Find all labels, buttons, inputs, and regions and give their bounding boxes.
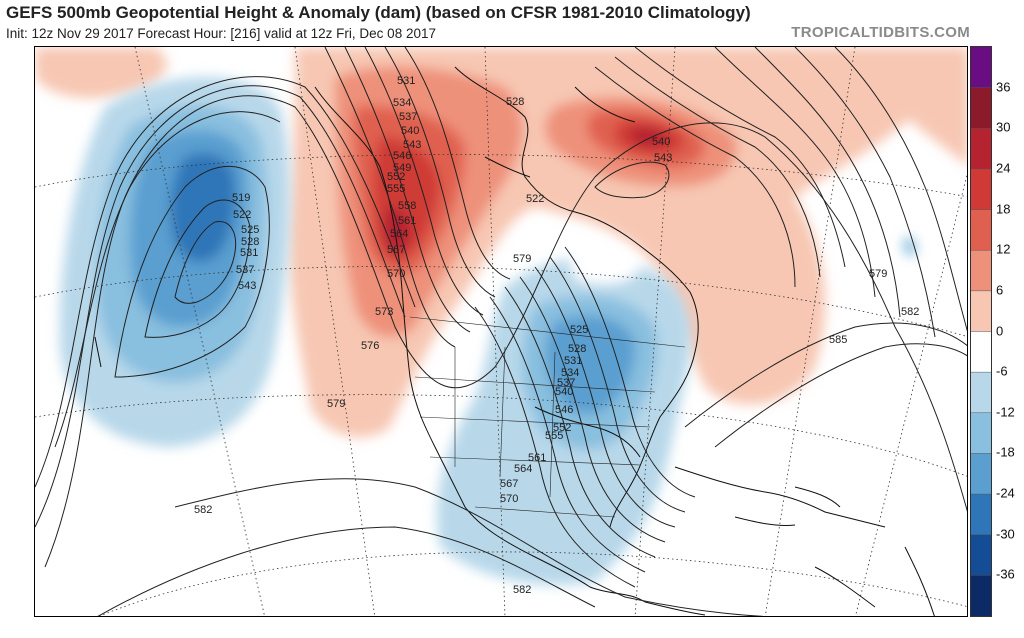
contour-label: 570 xyxy=(500,493,518,505)
brand-watermark: TROPICALTIDBITS.COM xyxy=(791,24,970,41)
colorbar-tick-label: 0 xyxy=(996,323,1004,338)
contour-label: 555 xyxy=(545,430,563,442)
colorbar-svg xyxy=(971,47,991,617)
colorbar-tick-label: -18 xyxy=(996,444,1015,460)
contour-label: 522 xyxy=(233,209,251,221)
contour-label: 564 xyxy=(514,463,532,475)
colorbar-swatch xyxy=(971,412,991,454)
contour-label: 543 xyxy=(238,280,256,292)
contour-label: 582 xyxy=(194,504,212,516)
contour-label: 543 xyxy=(654,152,672,164)
contour-label: 582 xyxy=(513,584,531,596)
contour-label: 552 xyxy=(387,171,405,183)
contour-labels: 531 534 537 540 543 546 549 552 555 558 … xyxy=(194,75,919,596)
contour-label: 564 xyxy=(390,228,408,240)
colorbar-swatch xyxy=(971,290,991,332)
contour-label: 537 xyxy=(236,264,254,276)
contour-label: 534 xyxy=(393,97,411,109)
contour-label: 528 xyxy=(506,96,524,108)
colorbar-swatch xyxy=(971,128,991,170)
colorbar-tick-label: 30 xyxy=(996,119,1011,135)
contour-label: 546 xyxy=(555,404,573,416)
colorbar xyxy=(970,46,992,617)
contour-label: 579 xyxy=(327,398,345,410)
contour-label: 555 xyxy=(387,183,405,195)
contour-label: 531 xyxy=(240,247,258,259)
colorbar-swatch xyxy=(971,87,991,129)
contour-label: 522 xyxy=(526,193,544,205)
map-svg: 531 534 537 540 543 546 549 552 555 558 … xyxy=(35,47,967,616)
colorbar-tick-label: -30 xyxy=(996,526,1015,542)
contour-label: 534 xyxy=(561,367,579,379)
contour-label: 561 xyxy=(398,215,416,227)
contour-label: 579 xyxy=(513,253,531,265)
contour-label: 549 xyxy=(393,162,411,174)
contour-label: 567 xyxy=(387,244,405,256)
colorbar-tick-label: -36 xyxy=(996,566,1015,582)
colorbar-swatch xyxy=(971,47,991,89)
political-borders xyxy=(409,316,686,518)
colorbar-swatch xyxy=(971,209,991,251)
contour-label: 552 xyxy=(553,422,571,434)
contour-label: 579 xyxy=(869,268,887,280)
contour-label: 540 xyxy=(555,386,573,398)
init-forecast-info: Init: 12z Nov 29 2017 Forecast Hour: [21… xyxy=(6,26,436,41)
contour-label: 528 xyxy=(241,236,259,248)
contour-label: 540 xyxy=(652,136,670,148)
height-contours xyxy=(35,47,967,616)
contour-label: 537 xyxy=(557,377,575,389)
coastlines xyxy=(94,66,935,616)
contour-label: 582 xyxy=(901,306,919,318)
contour-label: 540 xyxy=(401,125,419,137)
contour-label: 576 xyxy=(361,340,379,352)
colorbar-tick-label: 18 xyxy=(996,201,1011,217)
colorbar-tick-label: 36 xyxy=(996,79,1011,95)
colorbar-tick-label: 24 xyxy=(996,160,1011,176)
contour-label: 573 xyxy=(375,306,393,318)
colorbar-swatch xyxy=(971,575,991,617)
colorbar-swatch xyxy=(971,372,991,414)
contour-label: 585 xyxy=(829,334,847,346)
colorbar-tick-label: -12 xyxy=(996,404,1015,420)
contour-label: 525 xyxy=(570,324,588,336)
colorbar-swatch xyxy=(971,331,991,373)
contour-label: 531 xyxy=(397,75,415,87)
weather-map: 531 534 537 540 543 546 549 552 555 558 … xyxy=(34,46,968,617)
contour-label: 528 xyxy=(568,343,586,355)
contour-label: 561 xyxy=(528,452,546,464)
colorbar-tick-label: -6 xyxy=(996,363,1008,379)
contour-label: 570 xyxy=(387,268,405,280)
colorbar-swatch xyxy=(971,534,991,576)
colorbar-tick-label: -24 xyxy=(996,485,1015,501)
colorbar-swatch xyxy=(971,168,991,211)
contour-label: 543 xyxy=(403,139,421,151)
colorbar-swatch xyxy=(971,250,991,292)
contour-label: 546 xyxy=(393,150,411,162)
contour-label: 519 xyxy=(232,192,250,204)
colorbar-labels: 36 30 24 18 12 6 0 -6 -12 -18 -24 -30 -36 xyxy=(996,46,1022,617)
contour-label: 567 xyxy=(500,478,518,490)
contour-label: 537 xyxy=(399,111,417,123)
chart-title: GEFS 500mb Geopotential Height & Anomaly… xyxy=(6,3,751,22)
graticule xyxy=(35,47,967,616)
colorbar-swatch xyxy=(971,453,991,495)
colorbar-swatch xyxy=(971,494,991,536)
contour-label: 525 xyxy=(241,224,259,236)
contour-label: 531 xyxy=(564,355,582,367)
colorbar-tick-label: 12 xyxy=(996,241,1011,257)
colorbar-tick-label: 6 xyxy=(996,282,1004,298)
contour-label: 558 xyxy=(398,200,416,212)
